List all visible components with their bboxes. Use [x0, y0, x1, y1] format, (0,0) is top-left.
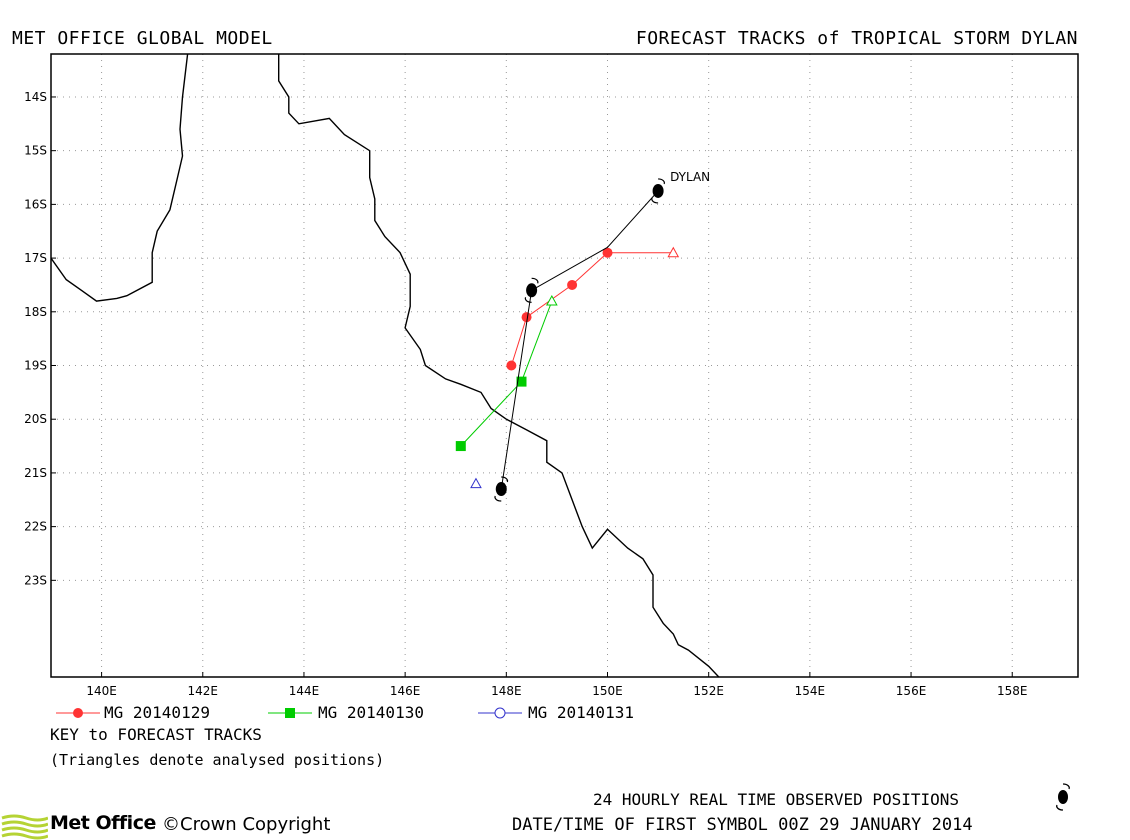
lat-tick-label: 16S [24, 197, 47, 211]
first-symbol-datetime: DATE/TIME OF FIRST SYMBOL 00Z 29 JANUARY… [512, 815, 973, 835]
lat-tick-label: 14S [24, 90, 47, 104]
analysed-position-mg0131 [470, 477, 482, 489]
lat-tick-label: 20S [24, 412, 47, 426]
track-line-mg0129 [510, 252, 674, 366]
key-title: KEY to FORECAST TRACKS [50, 725, 262, 744]
lat-tick-label: 22S [24, 520, 47, 534]
lat-tick-label: 18S [24, 305, 47, 319]
lat-tick-label: 17S [24, 251, 47, 265]
lat-tick-label: 23S [24, 573, 47, 587]
legend-label-mg0130: MG 20140130 [318, 703, 424, 722]
legend-swatch-mg0129 [56, 708, 100, 718]
analysed-position-mg0129 [667, 246, 680, 258]
observed-storm-symbol [495, 482, 507, 497]
legend-label-mg0131: MG 20140131 [528, 703, 634, 722]
lat-tick-label: 19S [24, 359, 47, 373]
observed-positions-label: 24 HOURLY REAL TIME OBSERVED POSITIONS [593, 790, 960, 809]
lat-tick-label: 21S [24, 466, 47, 480]
analysed-position-mg0130 [546, 295, 558, 306]
observed-storm-symbol [652, 183, 664, 198]
track-line-mg0130 [460, 300, 553, 447]
lon-tick-label: 152E [693, 684, 724, 698]
observed-storm-symbol [526, 283, 538, 298]
model-title: MET OFFICE GLOBAL MODEL [12, 28, 273, 49]
lon-tick-label: 144E [289, 684, 320, 698]
forecast-point-mg0129 [602, 247, 613, 258]
lon-tick-label: 146E [390, 684, 421, 698]
observed-storm-tail [524, 297, 532, 303]
chart-title: FORECAST TRACKS of TROPICAL STORM DYLAN [635, 28, 1078, 49]
legend-swatch-mg0131 [478, 707, 522, 719]
lon-tick-label: 156E [896, 684, 927, 698]
coastline-east [278, 54, 720, 677]
observed-storm-icon [1056, 783, 1070, 811]
coastline-west [51, 54, 189, 302]
forecast-point-mg0129 [567, 279, 578, 290]
observed-storm-tail [658, 178, 665, 185]
observed-storm-tail [501, 476, 509, 483]
lon-tick-label: 148E [491, 684, 522, 698]
observed-storm-tail [651, 197, 659, 204]
legend-swatch-mg0130 [268, 708, 312, 718]
map-frame [50, 53, 1079, 678]
lon-tick-label: 150E [592, 684, 623, 698]
forecast-point-mg0130 [455, 441, 466, 452]
lon-tick-label: 158E [997, 684, 1028, 698]
lon-tick-label: 154E [795, 684, 826, 698]
observed-storm-tail [531, 277, 539, 284]
met-office-logo-icon [1, 814, 48, 840]
forecast-point-mg0129 [506, 360, 517, 371]
met-office-logo-text: Met Office [50, 812, 156, 834]
lon-tick-label: 142E [188, 684, 219, 698]
observed-storm-tail [494, 495, 502, 502]
lon-tick-label: 140E [86, 684, 117, 698]
key-note: (Triangles denote analysed positions) [50, 751, 385, 769]
forecast-point-mg0130 [516, 376, 527, 387]
copyright: ©Crown Copyright [162, 814, 331, 835]
legend-label-mg0129: MG 20140129 [104, 703, 210, 722]
observed-track-line [500, 190, 659, 490]
forecast-point-mg0129 [521, 312, 532, 323]
storm-name-label: DYLAN [670, 170, 710, 184]
lat-tick-label: 15S [24, 144, 47, 158]
